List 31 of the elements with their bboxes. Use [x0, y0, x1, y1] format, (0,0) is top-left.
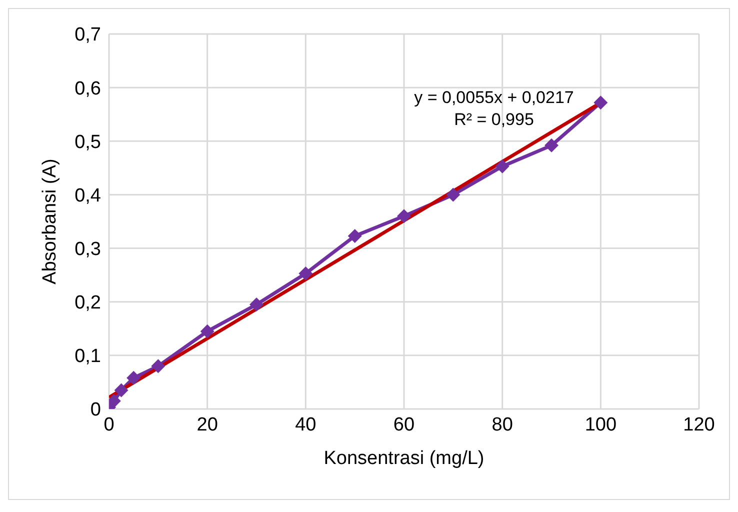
x-tick-label: 60 [393, 414, 415, 436]
point [151, 359, 166, 374]
point [544, 138, 558, 152]
y-tick-label: 0,1 [74, 346, 101, 368]
x-tick-label: 80 [492, 414, 513, 436]
point [200, 324, 214, 338]
y-tick-label: 0,3 [74, 239, 101, 260]
point [446, 188, 460, 202]
point [397, 209, 411, 224]
x-axis-title: Konsentrasi (mg/L) [324, 448, 484, 469]
point [348, 228, 362, 243]
y-tick-label: 0,6 [74, 78, 101, 100]
x-tick-label: 120 [683, 414, 715, 436]
x-tick-label: 0 [104, 414, 114, 436]
point [250, 298, 264, 312]
y-tick-label: 0 [90, 400, 101, 421]
annotation: R² = 0,995 [453, 109, 535, 131]
point [114, 383, 128, 398]
annotation: y = 0,0055x + 0,0217 [413, 87, 575, 109]
point [495, 159, 510, 174]
y-tick-label: 0,7 [74, 24, 101, 46]
x-tick-label: 20 [196, 414, 218, 436]
y-tick-label: 0,2 [74, 292, 101, 314]
y-tick-label: 0,5 [74, 132, 101, 153]
point [298, 266, 313, 280]
point [594, 96, 608, 110]
point [126, 370, 141, 385]
y-axis-title: Absorbansi (A) [40, 158, 61, 284]
x-tick-label: 40 [295, 414, 316, 436]
x-tick-label: 100 [584, 414, 617, 436]
y-tick-label: 0,4 [74, 185, 102, 206]
